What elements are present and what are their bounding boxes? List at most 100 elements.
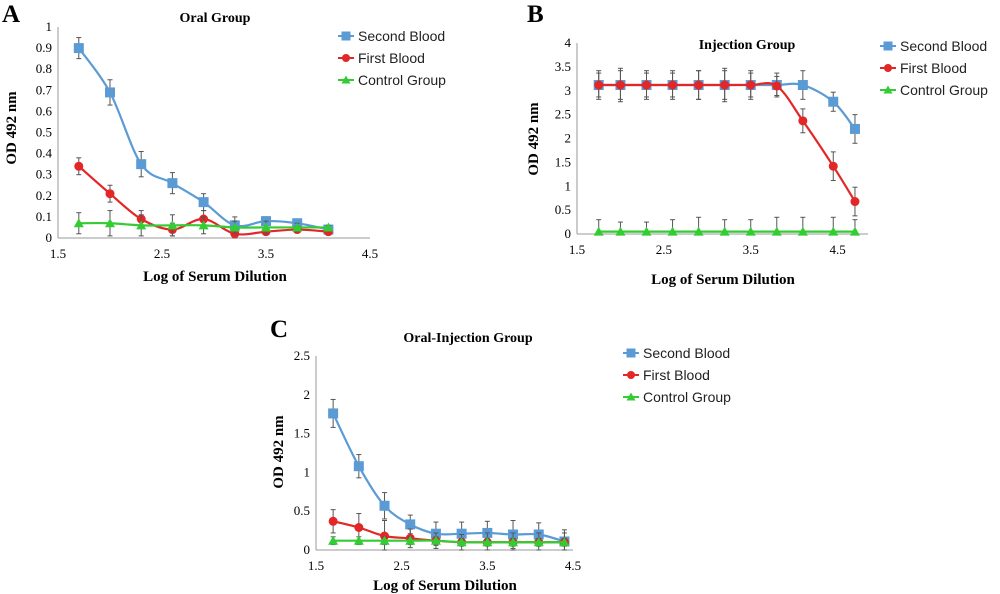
y-tick-label: 3.5 (555, 59, 571, 74)
legend-marker (341, 75, 351, 84)
data-point (292, 222, 303, 232)
data-point (641, 80, 651, 90)
legend-label: First Blood (358, 50, 425, 66)
data-point (353, 461, 364, 472)
series-control-group (73, 210, 334, 237)
legend-label: Control Group (358, 72, 446, 88)
legend-label: First Blood (900, 60, 967, 76)
y-tick-label: 0.2 (36, 188, 52, 203)
y-tick-label: 4 (565, 35, 572, 50)
data-point (615, 226, 626, 236)
y-tick-label: 0.5 (36, 125, 52, 140)
x-tick-label: 3.5 (258, 246, 274, 261)
data-point (693, 226, 704, 236)
y-tick-label: 3 (565, 83, 572, 98)
y-tick-label: 1.5 (294, 426, 310, 441)
legend-marker (341, 31, 351, 41)
legend-entry: First Blood (338, 50, 425, 66)
y-tick-label: 2.5 (294, 348, 310, 363)
series-first-blood (594, 70, 860, 217)
data-point (323, 222, 334, 232)
data-point (694, 80, 704, 90)
y-tick-label: 0.6 (36, 103, 53, 118)
x-axis-title-c: Log of Serum Dilution (373, 578, 517, 594)
x-tick-label: 2.5 (154, 246, 170, 261)
legend-marker (626, 348, 636, 358)
series-control-group (328, 535, 570, 547)
panel-letter-c: C (270, 316, 288, 343)
x-axis-title-b: Log of Serum Dilution (651, 272, 795, 288)
data-point (261, 222, 271, 232)
data-point (771, 226, 782, 236)
data-point (353, 535, 364, 545)
x-tick-label: 1.5 (308, 558, 324, 573)
data-point (229, 222, 240, 232)
y-axis-title-b: OD 492 nm (526, 102, 542, 176)
legend-label: Second Blood (900, 38, 987, 54)
data-point (593, 226, 604, 236)
data-point (354, 522, 364, 532)
panel-c: C Oral-Injection Group Log of Serum Dilu… (270, 316, 731, 594)
x-axis-title-a: Log of Serum Dilution (143, 269, 287, 285)
data-point (641, 226, 652, 236)
panel-b: B Injection Group Log of Serum Dilution … (526, 1, 988, 288)
data-point (379, 535, 390, 545)
y-tick-label: 0 (304, 542, 311, 557)
series-control-group (593, 216, 860, 236)
x-tick-label: 4.5 (565, 558, 581, 573)
x-tick-label: 1.5 (569, 242, 585, 257)
data-point (615, 80, 625, 90)
y-tick-label: 0.3 (36, 167, 52, 182)
legend-entry: Second Blood (623, 345, 730, 361)
data-point (594, 80, 604, 90)
legend-entry: First Blood (623, 367, 710, 383)
data-point (74, 161, 84, 171)
data-point (668, 80, 678, 90)
legend-marker (627, 371, 635, 379)
x-tick-label: 2.5 (394, 558, 410, 573)
data-point (456, 528, 467, 539)
data-point (456, 537, 467, 547)
legend-marker (883, 41, 893, 51)
data-point (849, 123, 860, 134)
y-axis-title-a: OD 492 nm (4, 91, 20, 165)
data-point (482, 537, 493, 547)
data-point (198, 220, 209, 230)
legend-a: Second Blood First Blood Control Group (338, 28, 446, 88)
legend-c: Second Blood First Blood Control Group (623, 345, 731, 405)
series-line (333, 539, 565, 544)
data-point (105, 218, 115, 228)
panel-letter-a: A (2, 1, 20, 28)
data-point (533, 537, 544, 547)
data-point (405, 535, 416, 545)
data-point (559, 537, 570, 547)
legend-marker (342, 54, 350, 62)
legend-entry: Second Blood (880, 38, 987, 54)
legend-entry: Second Blood (338, 28, 445, 44)
legend-entry: Control Group (880, 82, 988, 98)
data-point (797, 226, 808, 236)
y-tick-label: 2 (565, 131, 572, 146)
legend-label: First Blood (643, 367, 710, 383)
legend-marker (883, 85, 893, 94)
legend-b: Second Blood First Blood Control Group (880, 38, 988, 98)
series-second-blood (328, 398, 570, 551)
data-point (849, 226, 860, 236)
x-tick-label: 3.5 (743, 242, 759, 257)
data-point (746, 80, 756, 90)
chart-title-b: Injection Group (699, 38, 796, 53)
data-point (720, 80, 730, 90)
y-tick-label: 0.4 (36, 146, 53, 161)
data-point (167, 220, 178, 230)
legend-label: Second Blood (358, 28, 445, 44)
series-line (332, 520, 565, 544)
x-tick-label: 3.5 (479, 558, 495, 573)
y-tick-label: 0 (46, 230, 53, 245)
data-point (798, 116, 808, 126)
y-axis-title-c: OD 492 nm (271, 415, 287, 489)
data-point (73, 218, 84, 228)
y-tick-label: 0.8 (36, 61, 52, 76)
plot-area-b: 0 0.5 1 1.5 2 2.5 3 3.5 4 1.5 2.5 3.5 4.5 (555, 35, 868, 257)
series-second-blood (73, 37, 334, 235)
